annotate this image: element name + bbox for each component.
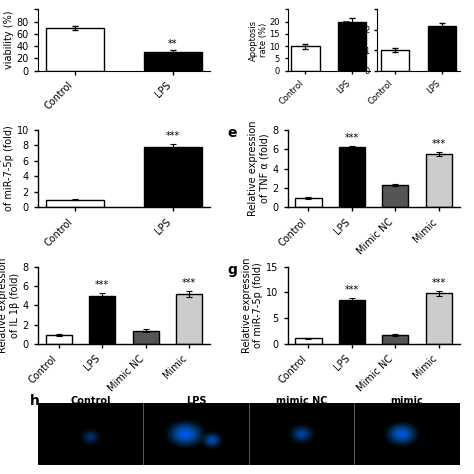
Y-axis label: Relative expression
of miR-7-5p (fold): Relative expression of miR-7-5p (fold) [242, 258, 264, 353]
Ellipse shape [300, 433, 303, 435]
Ellipse shape [174, 426, 197, 442]
Text: h: h [29, 394, 39, 408]
Ellipse shape [165, 419, 206, 448]
Ellipse shape [171, 424, 200, 444]
Ellipse shape [296, 429, 307, 438]
Ellipse shape [389, 425, 415, 443]
Ellipse shape [397, 430, 407, 438]
Bar [46, 28, 104, 71]
Ellipse shape [180, 430, 191, 438]
Bar [339, 147, 365, 208]
Text: ***: *** [432, 278, 446, 288]
Text: LPS: LPS [186, 396, 206, 406]
Ellipse shape [400, 432, 404, 436]
Ellipse shape [82, 430, 99, 444]
Bar [383, 184, 409, 208]
Bar [426, 293, 452, 344]
Text: e: e [228, 126, 237, 140]
Text: ***: *** [345, 133, 359, 143]
Ellipse shape [202, 432, 222, 448]
Bar [176, 294, 202, 344]
Text: g: g [228, 263, 237, 277]
Bar [133, 331, 159, 344]
Ellipse shape [168, 421, 203, 447]
Ellipse shape [88, 435, 94, 439]
Text: ***: *** [95, 280, 109, 290]
Text: ***: *** [182, 278, 196, 288]
Ellipse shape [86, 433, 95, 441]
Text: Control: Control [71, 396, 111, 406]
Ellipse shape [204, 434, 220, 447]
Ellipse shape [292, 427, 311, 441]
Text: **: ** [168, 38, 178, 49]
Y-axis label: Relative expression
of TNF α (fold): Relative expression of TNF α (fold) [248, 121, 270, 216]
Bar [46, 200, 104, 208]
Text: ***: *** [166, 130, 180, 141]
Ellipse shape [177, 428, 194, 440]
Ellipse shape [84, 432, 97, 442]
Bar [383, 335, 409, 344]
Ellipse shape [209, 438, 215, 443]
Ellipse shape [294, 428, 309, 440]
Ellipse shape [290, 425, 313, 443]
Y-axis label: Relative expression
of IL 1β (fold): Relative expression of IL 1β (fold) [0, 258, 20, 353]
Bar [295, 338, 321, 344]
Bar [295, 198, 321, 208]
Bar [89, 296, 115, 344]
Ellipse shape [89, 436, 92, 438]
Ellipse shape [386, 423, 418, 445]
Text: mimic: mimic [391, 396, 423, 406]
Ellipse shape [210, 439, 213, 441]
Bar [339, 300, 365, 344]
Ellipse shape [392, 427, 412, 441]
Bar [144, 147, 202, 208]
Ellipse shape [394, 428, 410, 439]
Ellipse shape [298, 431, 305, 437]
Ellipse shape [183, 432, 188, 436]
Text: ***: *** [432, 139, 446, 149]
Bar [426, 154, 452, 208]
Text: ***: *** [345, 284, 359, 294]
Bar [46, 335, 72, 344]
Ellipse shape [383, 420, 420, 447]
Y-axis label: Relative expression
of miR-7-5p (fold): Relative expression of miR-7-5p (fold) [0, 121, 14, 216]
Ellipse shape [206, 435, 219, 445]
Y-axis label: Cell
viability (%): Cell viability (%) [0, 11, 14, 69]
Ellipse shape [207, 436, 217, 444]
Bar [144, 52, 202, 71]
Text: mimic NC: mimic NC [276, 396, 328, 406]
